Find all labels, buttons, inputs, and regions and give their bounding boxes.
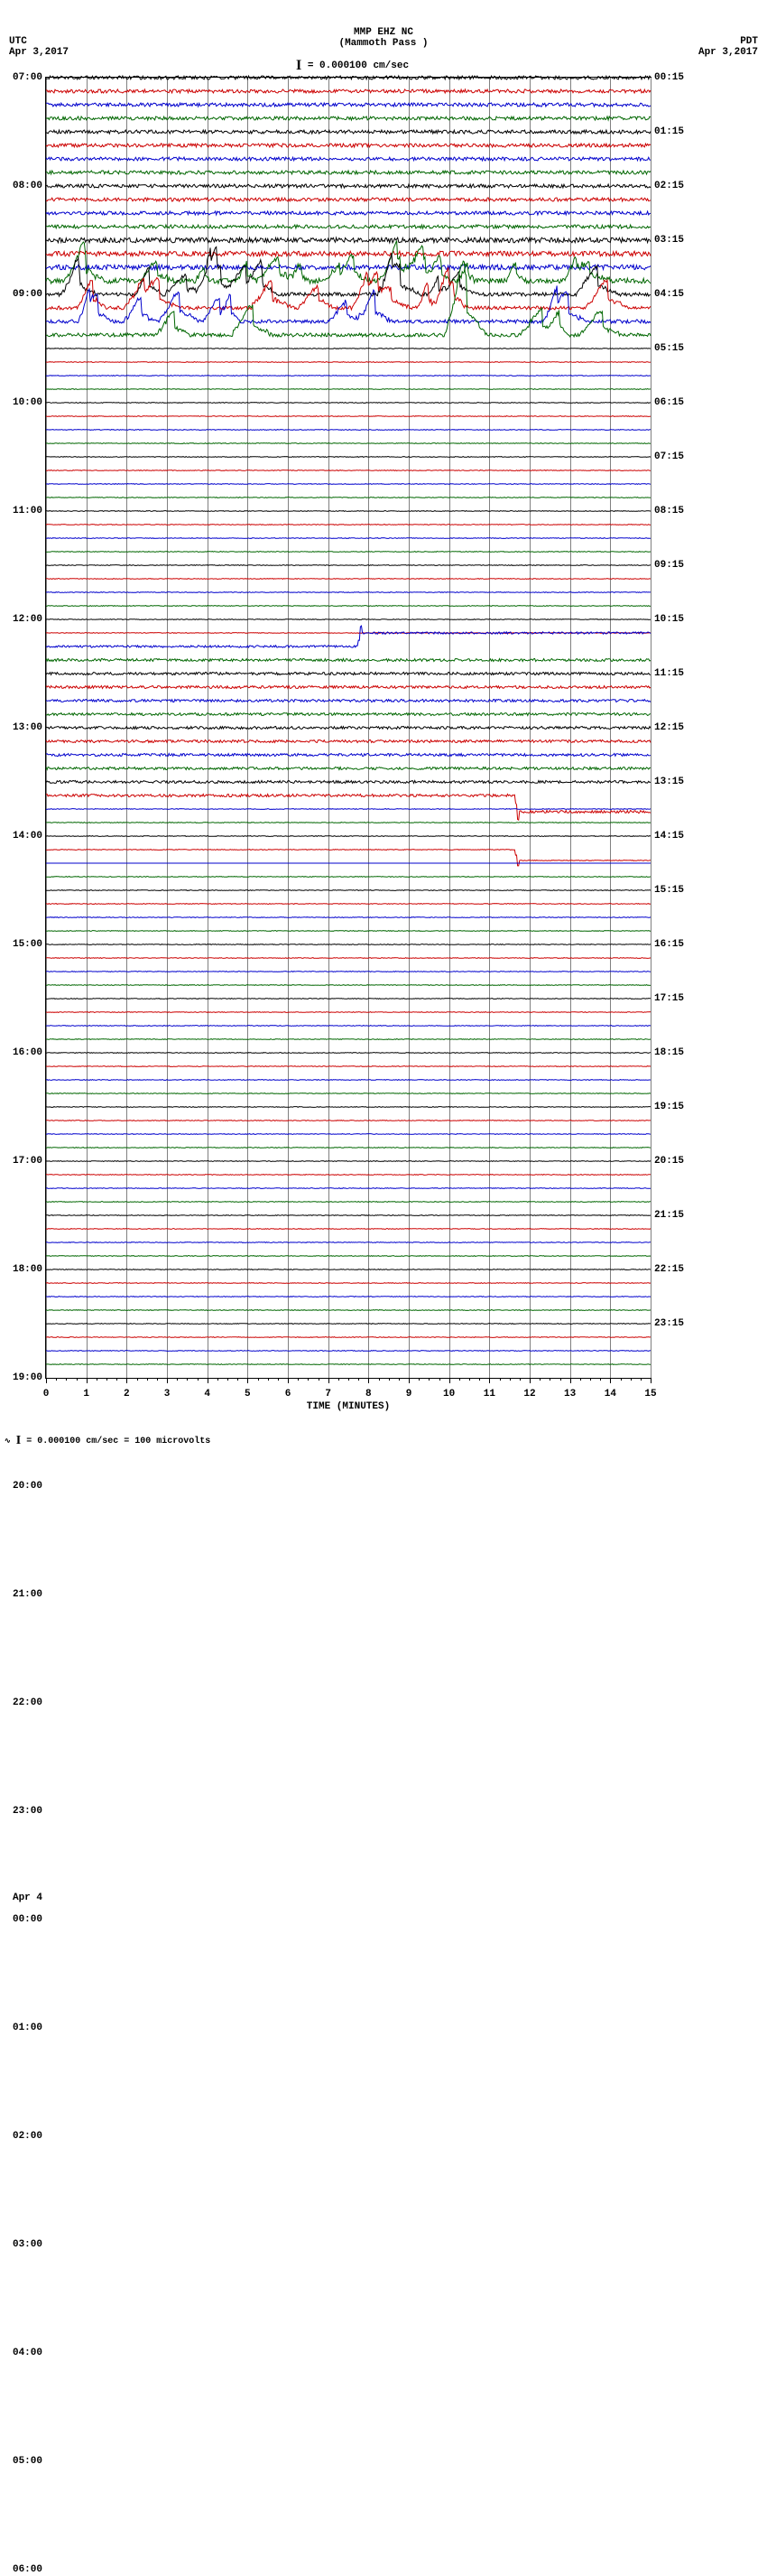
right-time-label: 07:15 xyxy=(654,451,684,462)
left-time-label: 14:00 xyxy=(13,831,42,842)
left-time-label: 20:00 xyxy=(13,1481,42,1492)
left-time-label: 16:00 xyxy=(13,1047,42,1058)
trace-row xyxy=(46,1364,651,1378)
right-time-label: 21:15 xyxy=(654,1210,684,1221)
right-time-label: 10:15 xyxy=(654,614,684,625)
footer-scale-icon: I xyxy=(16,1434,21,1447)
right-time-label: 04:15 xyxy=(654,289,684,300)
station-code: MMP EHZ NC xyxy=(354,27,413,38)
left-time-label: 19:00 xyxy=(13,1372,42,1383)
right-time-label: 16:15 xyxy=(654,939,684,950)
left-time-label: 22:00 xyxy=(13,1697,42,1708)
right-time-label: 09:15 xyxy=(654,560,684,571)
right-time-label: 03:15 xyxy=(654,235,684,246)
right-time-label: 08:15 xyxy=(654,506,684,516)
right-time-label: 01:15 xyxy=(654,126,684,137)
x-axis-title: TIME (MINUTES) xyxy=(307,1401,390,1412)
right-time-label: 19:15 xyxy=(654,1102,684,1112)
left-time-label: Apr 4 xyxy=(13,1892,42,1903)
right-time-label: 17:15 xyxy=(654,993,684,1004)
right-time-label: 13:15 xyxy=(654,777,684,787)
right-time-label: 20:15 xyxy=(654,1156,684,1167)
right-time-label: 14:15 xyxy=(654,831,684,842)
left-time-label: 07:00 xyxy=(13,72,42,83)
left-time-label: 13:00 xyxy=(13,722,42,733)
station-name: (Mammoth Pass ) xyxy=(338,38,428,49)
right-time-label: 18:15 xyxy=(654,1047,684,1058)
seismic-trace xyxy=(46,1337,651,1391)
footer-scale: ∿ I = 0.000100 cm/sec = 100 microvolts xyxy=(5,1433,210,1447)
right-time-label: 06:15 xyxy=(654,397,684,408)
right-date-label: Apr 3,2017 xyxy=(698,47,758,58)
left-time-label: 08:00 xyxy=(13,181,42,191)
right-time-label: 15:15 xyxy=(654,885,684,896)
left-time-label: 01:00 xyxy=(13,2023,42,2033)
right-timezone-label: PDT xyxy=(740,36,758,47)
left-time-label: 17:00 xyxy=(13,1156,42,1167)
right-time-label: 11:15 xyxy=(654,668,684,679)
left-time-label: 23:00 xyxy=(13,1806,42,1817)
left-time-label: 18:00 xyxy=(13,1264,42,1275)
left-time-label: 21:00 xyxy=(13,1589,42,1600)
left-time-label: 10:00 xyxy=(13,397,42,408)
left-time-label: 15:00 xyxy=(13,939,42,950)
left-time-label: 11:00 xyxy=(13,506,42,516)
left-time-label: 05:00 xyxy=(13,2456,42,2467)
right-time-label: 22:15 xyxy=(654,1264,684,1275)
right-time-label: 02:15 xyxy=(654,181,684,191)
right-time-label: 05:15 xyxy=(654,343,684,354)
right-time-label: 23:15 xyxy=(654,1318,684,1329)
seismogram-plot: 0123456789101112131415TIME (MINUTES)07:0… xyxy=(45,77,651,1379)
right-time-label: 00:15 xyxy=(654,72,684,83)
footer-scale-text: = 0.000100 cm/sec = 100 microvolts xyxy=(26,1437,210,1446)
left-time-label: 12:00 xyxy=(13,614,42,625)
left-time-label: 09:00 xyxy=(13,289,42,300)
left-time-label: 03:00 xyxy=(13,2239,42,2250)
left-time-label: 04:00 xyxy=(13,2348,42,2358)
left-time-label: 02:00 xyxy=(13,2131,42,2142)
left-time-label: 06:00 xyxy=(13,2564,42,2575)
right-time-label: 12:15 xyxy=(654,722,684,733)
left-timezone-label: UTC xyxy=(9,36,27,47)
left-time-label: 00:00 xyxy=(13,1914,42,1925)
